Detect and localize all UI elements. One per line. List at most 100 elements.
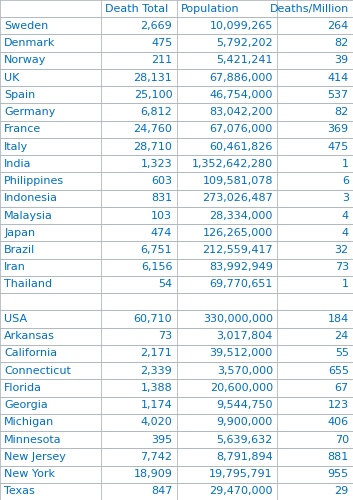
Text: USA: USA: [4, 314, 28, 324]
Text: 28,710: 28,710: [133, 142, 172, 152]
Text: 39,512,000: 39,512,000: [210, 348, 273, 358]
Text: 109,581,078: 109,581,078: [202, 176, 273, 186]
Text: 2,669: 2,669: [140, 21, 172, 31]
Text: 5,792,202: 5,792,202: [216, 38, 273, 48]
Text: 1,388: 1,388: [140, 383, 172, 393]
Text: 67,076,000: 67,076,000: [210, 124, 273, 134]
Text: 54: 54: [158, 280, 172, 289]
Text: 212,559,417: 212,559,417: [202, 245, 273, 255]
Text: 82: 82: [335, 38, 349, 48]
Text: 955: 955: [328, 469, 349, 479]
Text: Thailand: Thailand: [4, 280, 52, 289]
Text: 83,992,949: 83,992,949: [209, 262, 273, 272]
Text: New Jersey: New Jersey: [4, 452, 66, 462]
Text: 123: 123: [328, 400, 349, 410]
Text: Malaysia: Malaysia: [4, 210, 53, 220]
Text: 3,017,804: 3,017,804: [216, 331, 273, 341]
Text: 3: 3: [342, 194, 349, 203]
Text: 28,334,000: 28,334,000: [209, 210, 273, 220]
Text: 7,742: 7,742: [140, 452, 172, 462]
Text: 264: 264: [328, 21, 349, 31]
Text: California: California: [4, 348, 57, 358]
Text: New York: New York: [4, 469, 55, 479]
Text: 9,544,750: 9,544,750: [216, 400, 273, 410]
Text: 69,770,651: 69,770,651: [209, 280, 273, 289]
Text: 5,639,632: 5,639,632: [217, 434, 273, 444]
Text: UK: UK: [4, 72, 20, 83]
Text: Georgia: Georgia: [4, 400, 48, 410]
Text: Arkansas: Arkansas: [4, 331, 55, 341]
Text: France: France: [4, 124, 42, 134]
Text: 25,100: 25,100: [134, 90, 172, 100]
Text: Spain: Spain: [4, 90, 36, 100]
Text: 6,812: 6,812: [140, 107, 172, 117]
Text: Iran: Iran: [4, 262, 26, 272]
Text: 414: 414: [328, 72, 349, 83]
Text: 60,710: 60,710: [134, 314, 172, 324]
Text: 9,900,000: 9,900,000: [217, 418, 273, 428]
Text: Japan: Japan: [4, 228, 35, 238]
Text: 395: 395: [151, 434, 172, 444]
Text: 29: 29: [335, 486, 349, 496]
Text: 60,461,826: 60,461,826: [209, 142, 273, 152]
Text: 474: 474: [151, 228, 172, 238]
Text: 83,042,200: 83,042,200: [209, 107, 273, 117]
Text: Texas: Texas: [4, 486, 35, 496]
Text: 46,754,000: 46,754,000: [209, 90, 273, 100]
Text: 184: 184: [328, 314, 349, 324]
Text: Sweden: Sweden: [4, 21, 48, 31]
Text: Death Total: Death Total: [105, 4, 168, 14]
Text: 70: 70: [335, 434, 349, 444]
Text: 369: 369: [328, 124, 349, 134]
Text: Denmark: Denmark: [4, 38, 56, 48]
Text: 831: 831: [151, 194, 172, 203]
Text: 4: 4: [342, 228, 349, 238]
Text: 330,000,000: 330,000,000: [203, 314, 273, 324]
Text: 655: 655: [328, 366, 349, 376]
Text: Michigan: Michigan: [4, 418, 54, 428]
Text: India: India: [4, 159, 32, 169]
Text: 28,131: 28,131: [133, 72, 172, 83]
Text: 4,020: 4,020: [140, 418, 172, 428]
Text: 3,570,000: 3,570,000: [217, 366, 273, 376]
Text: 73: 73: [335, 262, 349, 272]
Text: 6,751: 6,751: [140, 245, 172, 255]
Text: 2,171: 2,171: [140, 348, 172, 358]
Text: Minnesota: Minnesota: [4, 434, 62, 444]
Text: 24: 24: [335, 331, 349, 341]
Text: 1,352,642,280: 1,352,642,280: [192, 159, 273, 169]
Text: 10,099,265: 10,099,265: [209, 21, 273, 31]
Text: Florida: Florida: [4, 383, 42, 393]
Text: Philippines: Philippines: [4, 176, 64, 186]
Text: 1: 1: [342, 280, 349, 289]
Text: 20,600,000: 20,600,000: [210, 383, 273, 393]
Text: Germany: Germany: [4, 107, 56, 117]
Text: 537: 537: [328, 90, 349, 100]
Text: 603: 603: [151, 176, 172, 186]
Text: 8,791,894: 8,791,894: [216, 452, 273, 462]
Text: 73: 73: [158, 331, 172, 341]
Text: 67,886,000: 67,886,000: [209, 72, 273, 83]
Text: 1,323: 1,323: [140, 159, 172, 169]
Text: 19,795,791: 19,795,791: [209, 469, 273, 479]
Text: 475: 475: [151, 38, 172, 48]
Text: 29,470,000: 29,470,000: [209, 486, 273, 496]
Text: 126,265,000: 126,265,000: [203, 228, 273, 238]
Text: 55: 55: [335, 348, 349, 358]
Text: 18,909: 18,909: [133, 469, 172, 479]
Text: 39: 39: [335, 56, 349, 66]
Text: Connecticut: Connecticut: [4, 366, 71, 376]
Text: 5,421,241: 5,421,241: [216, 56, 273, 66]
Text: 24,760: 24,760: [133, 124, 172, 134]
Text: 6,156: 6,156: [141, 262, 172, 272]
Text: Brazil: Brazil: [4, 245, 36, 255]
Text: 82: 82: [335, 107, 349, 117]
Text: 475: 475: [328, 142, 349, 152]
Text: Norway: Norway: [4, 56, 47, 66]
Text: 211: 211: [151, 56, 172, 66]
Text: 32: 32: [335, 245, 349, 255]
Text: 2,339: 2,339: [140, 366, 172, 376]
Text: 67: 67: [335, 383, 349, 393]
Text: 881: 881: [328, 452, 349, 462]
Text: Italy: Italy: [4, 142, 29, 152]
